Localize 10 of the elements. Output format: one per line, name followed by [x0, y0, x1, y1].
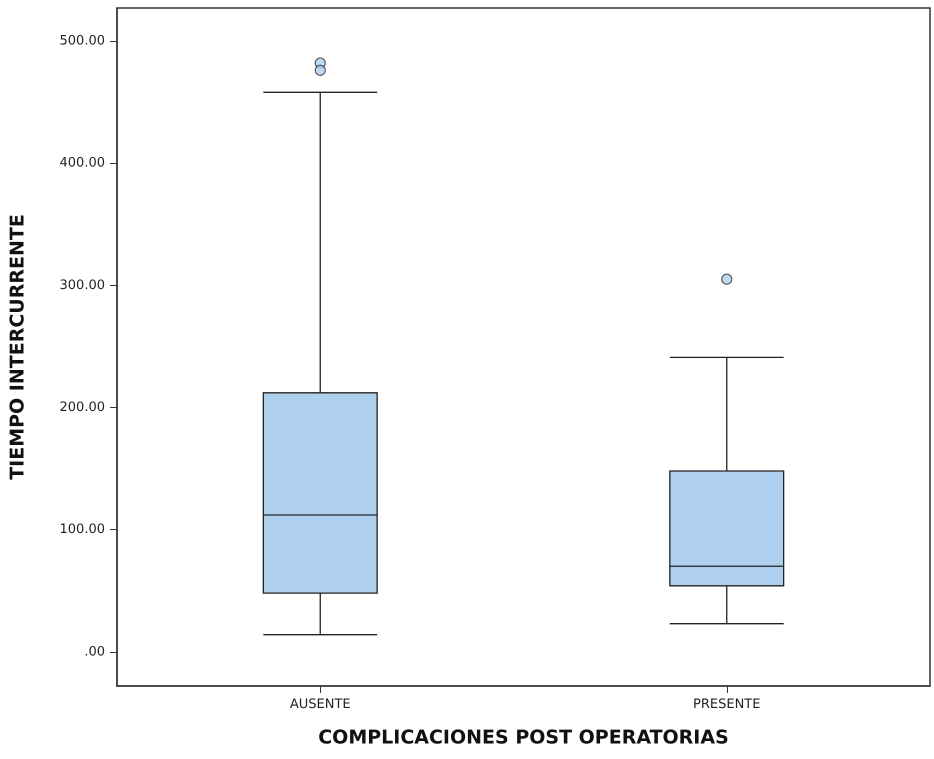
y-axis-title: TIEMPO INTERCURRENTE [6, 214, 28, 480]
y-tick-label: 400.00 [60, 156, 105, 171]
y-tick-label: 300.00 [60, 278, 105, 293]
x-tick-label: AUSENTE [290, 697, 351, 712]
y-tick-label: .00 [84, 644, 105, 660]
y-tick-label: 500.00 [60, 33, 105, 48]
x-axis-title: COMPLICACIONES POST OPERATORIAS [318, 726, 729, 748]
x-tick-label: PRESENTE [693, 697, 760, 712]
y-tick-label: 100.00 [60, 522, 105, 538]
y-tick-label: 200.00 [60, 400, 105, 415]
